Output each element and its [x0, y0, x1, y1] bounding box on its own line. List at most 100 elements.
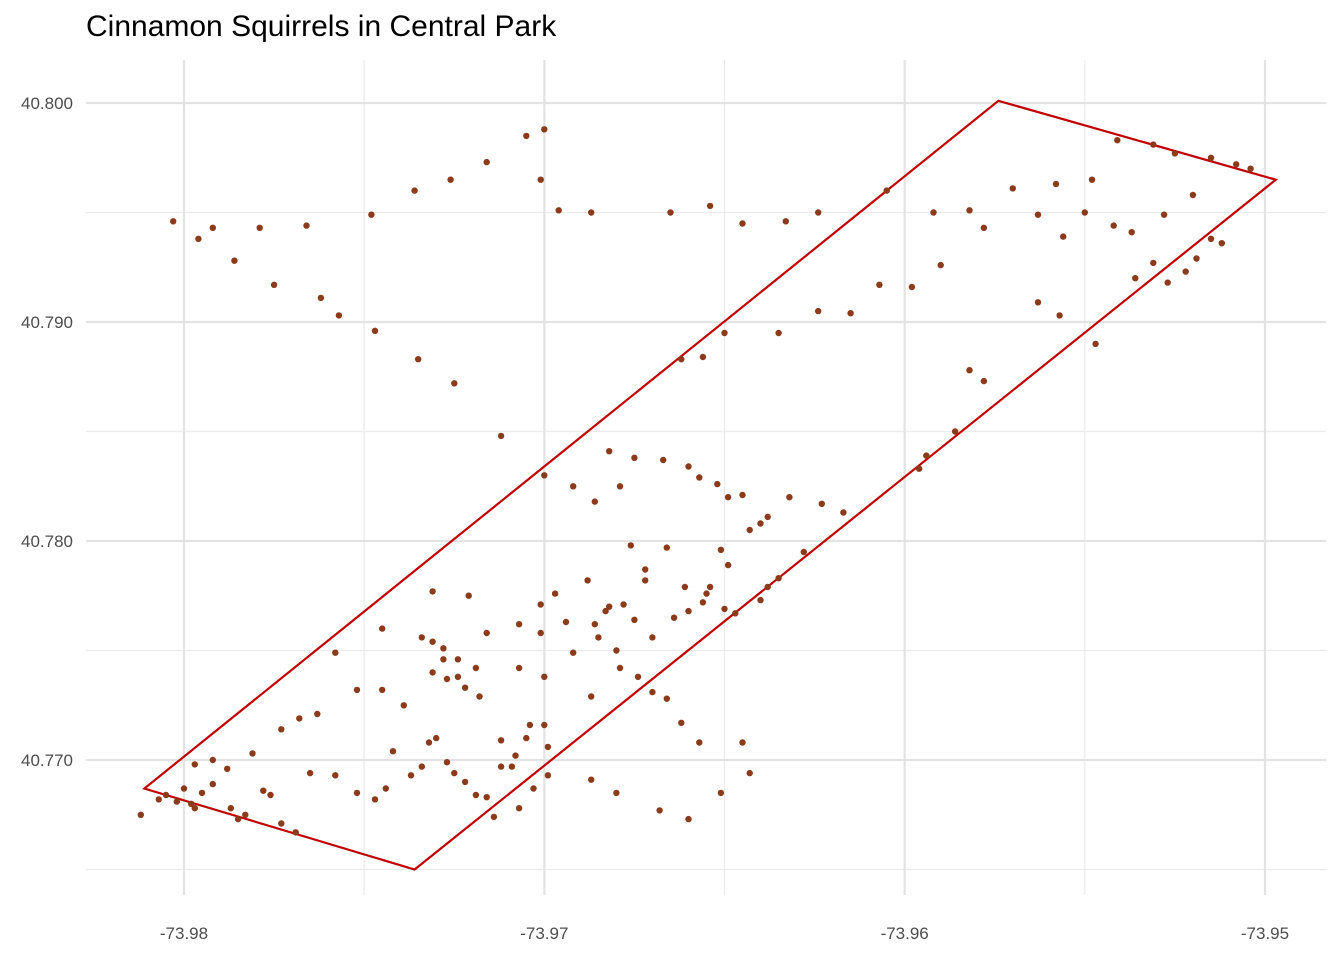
- squirrel-point: [429, 638, 436, 645]
- squirrel-point: [782, 218, 789, 225]
- squirrel-point: [429, 669, 436, 676]
- y-axis-tick-labels: 40.770 40.780 40.790 40.800: [21, 94, 73, 770]
- squirrel-point: [980, 224, 988, 231]
- squirrel-point: [515, 621, 523, 628]
- squirrel-point: [1092, 340, 1099, 348]
- squirrel-point: [595, 634, 602, 641]
- squirrel-point: [570, 483, 577, 490]
- squirrel-point: [1009, 185, 1016, 192]
- squirrel-point: [191, 805, 198, 812]
- squirrel-point: [678, 719, 685, 726]
- squirrel-point: [667, 209, 674, 216]
- squirrel-point: [209, 756, 216, 764]
- squirrel-point: [508, 763, 516, 770]
- squirrel-point: [724, 561, 732, 569]
- squirrel-point: [703, 590, 710, 597]
- squirrel-point: [699, 353, 707, 361]
- squirrel-point: [634, 673, 642, 680]
- squirrel-point: [497, 432, 505, 440]
- squirrel-point: [1182, 268, 1189, 275]
- squirrel-point: [606, 603, 613, 610]
- squirrel-point: [951, 428, 959, 435]
- squirrel-point: [231, 257, 238, 264]
- squirrel-point: [530, 785, 537, 792]
- squirrel-point: [717, 789, 725, 797]
- squirrel-point: [786, 494, 793, 501]
- squirrel-point: [1207, 154, 1215, 161]
- squirrel-point: [721, 605, 728, 613]
- squirrel-point: [209, 780, 216, 788]
- squirrel-point: [840, 509, 847, 516]
- squirrel-point: [678, 356, 685, 363]
- squirrel-point: [627, 542, 634, 549]
- squirrel-point: [270, 281, 278, 288]
- squirrel-point: [407, 772, 415, 779]
- squirrel-point: [1150, 259, 1157, 267]
- squirrel-point: [588, 209, 595, 216]
- squirrel-point: [454, 673, 462, 680]
- squirrel-point: [512, 752, 519, 759]
- squirrel-point: [732, 610, 739, 617]
- squirrel-point: [1110, 222, 1117, 229]
- squirrel-point: [937, 261, 944, 269]
- squirrel-point: [591, 621, 598, 628]
- squirrel-point: [267, 791, 274, 799]
- squirrel-point: [461, 684, 469, 691]
- y-tick-label: 40.800: [21, 94, 73, 113]
- squirrel-point: [606, 448, 613, 455]
- squirrel-point: [660, 456, 667, 464]
- squirrel-point: [588, 776, 595, 783]
- squirrel-point: [418, 634, 425, 641]
- squirrel-point: [775, 575, 782, 582]
- squirrel-point: [1088, 176, 1096, 183]
- squirrel-point: [685, 607, 692, 615]
- squirrel-point: [930, 209, 937, 216]
- squirrel-point: [400, 702, 407, 709]
- squirrel-point: [681, 583, 689, 591]
- squirrel-point: [451, 769, 458, 777]
- squirrel-point: [642, 566, 649, 573]
- squirrel-point: [757, 520, 764, 527]
- park-boundary-layer: [142, 99, 1279, 871]
- squirrel-point: [1128, 229, 1135, 236]
- squirrel-point: [483, 158, 490, 166]
- squirrel-point: [1114, 137, 1121, 144]
- squirrel-point: [915, 465, 923, 472]
- squirrel-point: [335, 312, 343, 319]
- squirrel-point: [443, 759, 451, 766]
- squirrel-point: [613, 789, 620, 797]
- squirrel-point: [425, 739, 433, 746]
- squirrel-point: [1171, 150, 1179, 157]
- squirrel-point: [256, 224, 263, 231]
- squirrel-point: [180, 785, 188, 792]
- squirrel-point: [411, 187, 418, 194]
- squirrel-point: [1034, 211, 1042, 218]
- squirrel-point: [588, 693, 595, 700]
- squirrel-point: [724, 494, 732, 501]
- squirrel-point: [696, 739, 703, 746]
- squirrel-point: [242, 811, 249, 818]
- squirrel-point: [696, 474, 703, 481]
- squirrel-point: [332, 772, 339, 779]
- squirrel-point: [306, 769, 314, 777]
- squirrel-point: [249, 750, 256, 757]
- squirrel-point: [429, 588, 436, 595]
- squirrel-point: [465, 592, 472, 599]
- chart-title: Cinnamon Squirrels in Central Park: [86, 10, 557, 43]
- y-tick-label: 40.780: [21, 532, 73, 551]
- y-tick-label: 40.790: [21, 313, 73, 332]
- squirrel-point: [260, 787, 267, 794]
- squirrel-point: [209, 224, 216, 231]
- squirrel-point: [746, 526, 753, 534]
- squirrel-point: [613, 647, 620, 654]
- squirrel-point: [1081, 209, 1089, 216]
- squirrel-point: [303, 222, 310, 229]
- squirrel-point: [162, 791, 170, 799]
- squirrel-point: [447, 176, 454, 183]
- squirrel-point: [1160, 211, 1168, 218]
- squirrel-point: [173, 798, 180, 805]
- squirrel-point: [602, 607, 609, 615]
- squirrel-point: [382, 785, 389, 792]
- squirrel-point: [278, 820, 285, 827]
- squirrel-point: [1247, 165, 1254, 172]
